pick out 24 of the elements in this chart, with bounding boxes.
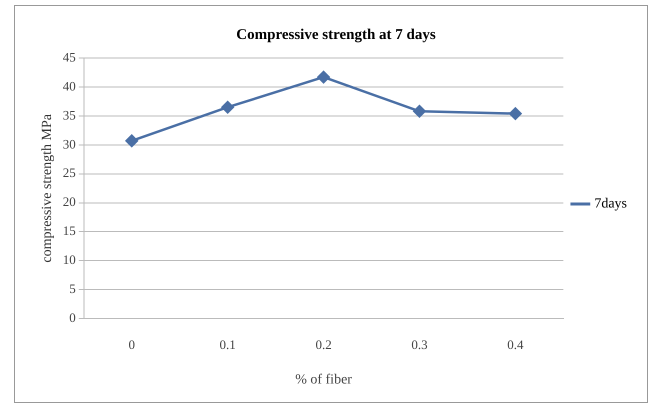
chart-title: Compressive strength at 7 days xyxy=(236,26,436,43)
y-tick-label: 40 xyxy=(62,78,76,94)
x-tick-label: 0.1 xyxy=(220,336,236,352)
x-tick-label: 0.2 xyxy=(315,336,332,352)
point xyxy=(509,107,522,120)
y-tick-label: 5 xyxy=(69,281,76,296)
point xyxy=(126,134,138,148)
y-tick-label: 35 xyxy=(62,107,76,122)
y-tick-label: 45 xyxy=(62,49,76,64)
y-tick-label: 25 xyxy=(62,165,76,180)
x-tick-label: 0 xyxy=(128,336,136,352)
x-axis-title: % of fiber xyxy=(295,372,352,388)
x-tick-label: 0.4 xyxy=(507,336,524,352)
point xyxy=(317,70,330,84)
y-tick-label: 30 xyxy=(62,136,76,152)
y-tick-label: 0 xyxy=(69,310,76,326)
y-tick-label: 15 xyxy=(62,223,76,238)
x-tick-label: 0.3 xyxy=(411,336,428,352)
y-axis-title: compressive strength MPa xyxy=(40,113,56,263)
y-tick-label: 20 xyxy=(62,194,76,210)
point xyxy=(221,100,234,114)
point xyxy=(413,105,426,118)
legend-label: 7days xyxy=(594,196,628,212)
y-tick-label: 10 xyxy=(62,252,76,268)
